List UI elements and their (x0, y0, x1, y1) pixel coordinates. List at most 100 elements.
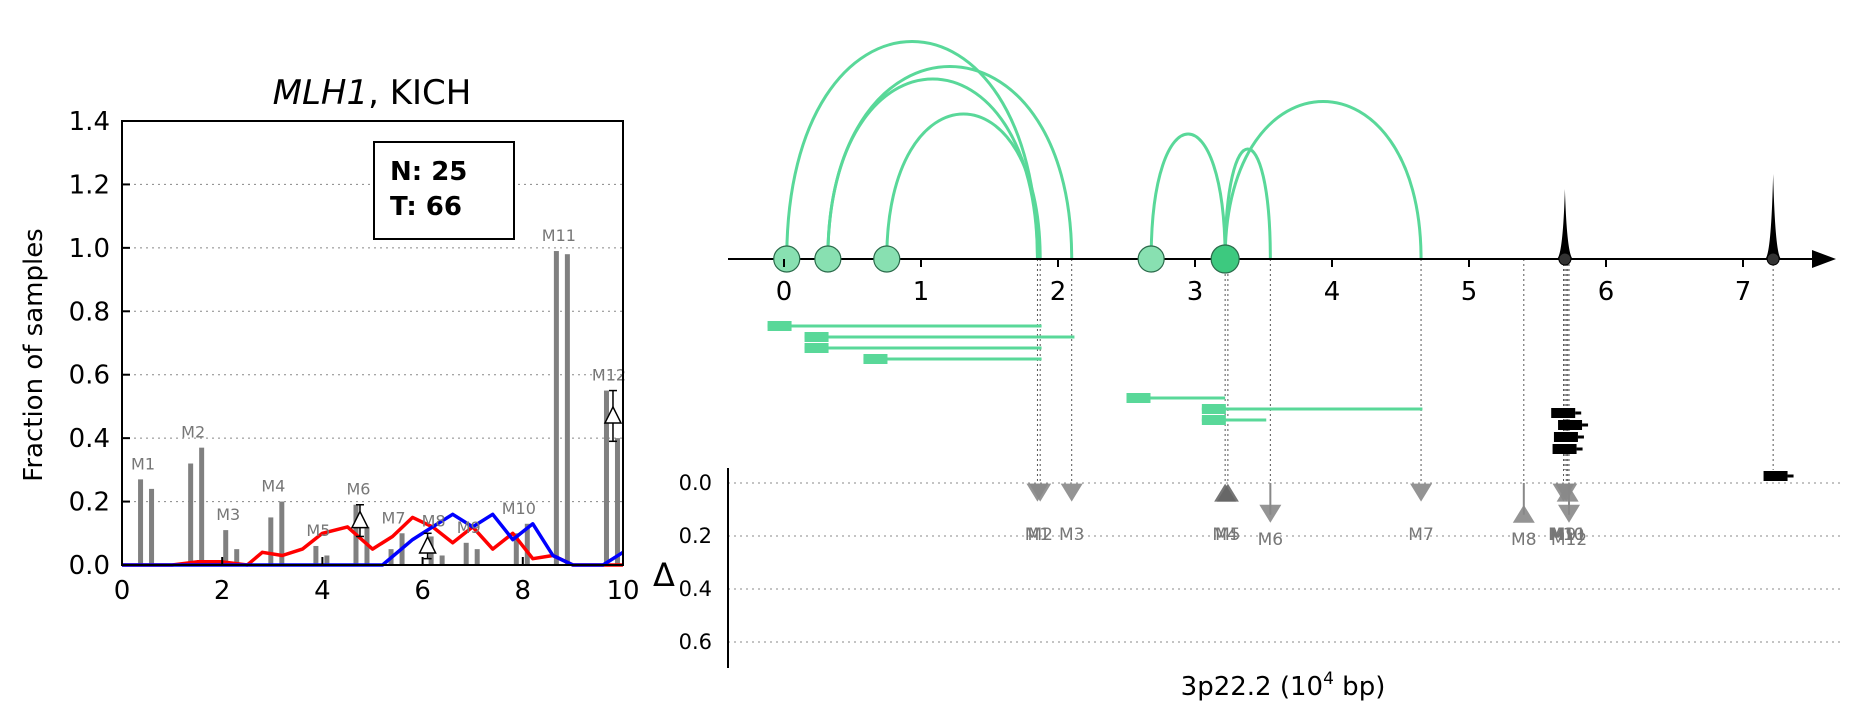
splice-arc (1223, 100, 1423, 260)
bar-normal (313, 545, 319, 565)
left-chart-title: MLH1, KICH (273, 73, 472, 113)
bar-normal (223, 530, 229, 565)
splice-site (1137, 245, 1165, 273)
marker-label: M12 (1551, 530, 1587, 550)
right-xlabel: 3p22.2 (104 bp) (1181, 669, 1386, 702)
splice-arc (1149, 132, 1227, 260)
splice-site (873, 245, 901, 273)
legend-frame (373, 141, 515, 240)
x-tick-label: 8 (515, 576, 532, 606)
delta-tick-label: 0.2 (679, 524, 712, 548)
marker-label: M11 (1549, 525, 1585, 545)
splice-arc (1223, 147, 1272, 260)
bar-label: M11 (542, 226, 576, 245)
marker-m2: M2 (1027, 483, 1053, 545)
bar-label: M10 (502, 499, 536, 518)
series-line-0 (122, 515, 623, 567)
marker-label: M5 (1215, 525, 1240, 545)
delta-tick-label: 0.0 (679, 471, 712, 495)
genome-tick-label: 5 (1461, 277, 1478, 307)
legend-tumor-count: T: 66 (390, 192, 462, 222)
left-chart-bar-labels: M1 M2 M3 M4 M5 M6 M7 M8 M9 M10 M11 M12 (131, 226, 626, 540)
title-gene: MLH1 (273, 73, 368, 113)
transcript-exon (1201, 404, 1226, 414)
splice-arcs (785, 40, 1423, 260)
legend-box: N: 25 T: 66 (373, 141, 515, 240)
marker-m3: M3 (1059, 483, 1084, 545)
y-tick-label: 0.6 (69, 361, 110, 391)
marker-label: M1 (1025, 525, 1050, 545)
coverage-peaks (1556, 174, 1782, 266)
bar-tumor (279, 501, 285, 565)
delta-triangle-icon (350, 509, 370, 529)
splice-arc (785, 40, 1039, 260)
y-tick-label: 0.2 (69, 488, 110, 518)
left-chart: MLH1, KICH Fraction of samples M1M2M3M4M… (19, 73, 640, 606)
axis-arrow-icon (1812, 250, 1836, 268)
genome-tick-label: 0 (776, 277, 793, 307)
bar-label: M5 (306, 521, 330, 540)
bar-normal (603, 390, 609, 565)
genome-tick-label: 7 (1735, 277, 1752, 307)
title-cohort: , KICH (368, 73, 471, 113)
bar-tumor (199, 447, 205, 565)
black-exon (1551, 408, 1576, 418)
transcripts (767, 321, 1423, 425)
bar-tumor (614, 438, 620, 565)
marker-up-triangle-icon (1216, 483, 1239, 502)
splice-site (1210, 244, 1240, 274)
splice-sites (773, 244, 1240, 274)
marker-m6: M6 (1258, 483, 1283, 550)
bar-label: M3 (216, 505, 240, 524)
x-tick-label: 10 (606, 576, 639, 606)
x-tick-label: 6 (414, 576, 431, 606)
transcript-exon (804, 332, 829, 342)
coverage-peak (1765, 174, 1782, 259)
black-exon (1553, 432, 1578, 442)
black-exon-blocks (1551, 408, 1794, 481)
left-chart-frame (121, 120, 624, 566)
genome-axis-ticks: 0 1 2 3 4 5 6 7 (776, 259, 1752, 307)
marker-down-triangle-icon (1410, 483, 1433, 502)
legend-normal-count: N: 25 (390, 157, 467, 187)
marker-m7: M7 (1408, 483, 1434, 545)
splice-arc (885, 112, 1042, 260)
marker-label: M3 (1059, 525, 1084, 545)
marker-down-triangle-icon (1029, 483, 1052, 502)
left-chart-x-ticks: 0 2 4 6 8 10 (114, 557, 640, 606)
x-tick-label: 0 (114, 576, 131, 606)
black-exon (1763, 471, 1788, 481)
bar-label: M8 (422, 511, 446, 530)
delta-axis-ticks: 0.0 0.2 0.4 0.6 (679, 471, 712, 654)
x-tick-label: 4 (314, 576, 331, 606)
marker-up-triangle-icon (1512, 504, 1535, 523)
y-tick-label: 0.0 (69, 551, 110, 581)
x-tick-label: 2 (214, 576, 231, 606)
left-chart-delta-markers (350, 389, 623, 560)
marker-label: M10 (1548, 525, 1584, 545)
marker-down-triangle-icon (1259, 504, 1282, 523)
genome-tick-label: 2 (1050, 277, 1067, 307)
bar-tumor (564, 254, 570, 565)
bar-normal (513, 533, 519, 565)
marker-m5: M5 (1215, 483, 1241, 545)
left-chart-lines (122, 512, 624, 567)
bar-label: M7 (382, 508, 406, 527)
delta-tick-label: 0.4 (679, 577, 712, 601)
bar-tumor (474, 549, 480, 565)
bar-label: M9 (457, 518, 481, 537)
delta-tick-label: 0.6 (679, 630, 712, 654)
y-tick-label: 0.8 (69, 297, 110, 327)
bar-tumor (149, 488, 155, 565)
marker-label: M8 (1511, 530, 1536, 550)
y-tick-label: 1.0 (69, 234, 110, 264)
bar-label: M12 (592, 366, 626, 385)
left-chart-ylabel: Fraction of samples (19, 228, 49, 481)
marker-label: M4 (1212, 525, 1237, 545)
marker-m11: M11 (1549, 483, 1586, 545)
bar-tumor (234, 549, 240, 565)
marker-label: M9 (1551, 525, 1576, 545)
genome-tick-label: 4 (1324, 277, 1341, 307)
